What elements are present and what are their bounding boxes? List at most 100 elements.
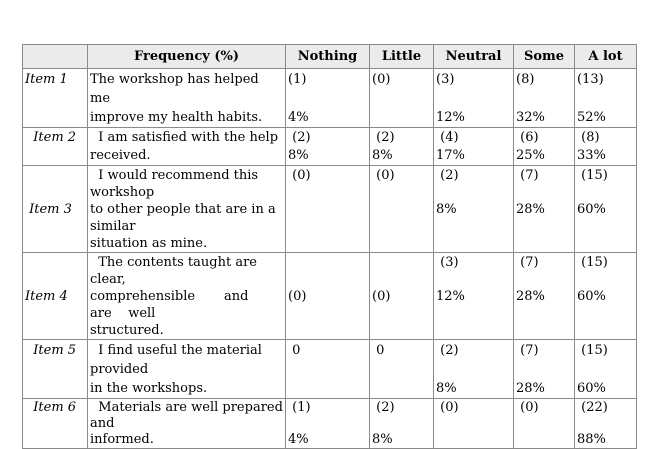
count-value: (0) <box>372 72 391 87</box>
count-value: (2) <box>288 130 311 145</box>
percent-value: 8% <box>436 202 457 217</box>
percent-value: 52% <box>577 110 606 125</box>
count-value: (15) <box>577 168 608 183</box>
data-cell: (0) <box>285 252 370 340</box>
data-cell: (2) 8% <box>433 339 514 399</box>
percent-value: 60% <box>577 381 606 396</box>
item-description: The workshop has helped me improve my he… <box>90 72 263 125</box>
data-cell: (3) 12% <box>433 68 514 128</box>
percent-value: 28% <box>516 289 545 304</box>
data-cell: (13) 52% <box>574 68 637 128</box>
table-row: Item 4 The contents taught are clear, co… <box>22 252 637 340</box>
item-description: I am satisfied with the help received. <box>90 130 279 163</box>
percent-value: 88% <box>577 432 606 447</box>
count-value: (2) <box>436 168 459 183</box>
table-row: Item 2 I am satisfied with the help rece… <box>22 127 637 166</box>
frequency-table: Frequency (%) Nothing Little Neutral Some A l… <box>22 44 637 449</box>
count-value: (4) <box>436 130 459 145</box>
count-value: (6) <box>516 130 539 145</box>
percent-value: 25% <box>516 148 545 163</box>
item-description: I would recommend this workshop to other… <box>90 168 276 251</box>
data-cell: (0) <box>285 165 370 253</box>
percent-value: 17% <box>436 148 465 163</box>
count-value: (15) <box>577 343 608 358</box>
data-cell: (3) 12% <box>433 252 514 340</box>
col-header-5: Some <box>513 44 575 69</box>
count-value: (0) <box>372 289 391 304</box>
description-cell: The contents taught are clear, comprehen… <box>87 252 286 340</box>
item-label: Item 5 <box>25 343 77 358</box>
item-description: I find useful the material provided in t… <box>90 343 262 396</box>
table-row: Item 6 Materials are well prepared and i… <box>22 398 637 449</box>
data-cell: 0 <box>285 339 370 399</box>
data-cell: (6) 25% <box>513 127 575 166</box>
percent-value: 4% <box>288 110 309 125</box>
col-header-6: A lot <box>574 44 637 69</box>
description-cell: I am satisfied with the help received. <box>87 127 286 166</box>
count-value: (15) <box>577 255 608 270</box>
data-cell: (4) 17% <box>433 127 514 166</box>
description-cell: I find useful the material provided in t… <box>87 339 286 399</box>
count-value: (0) <box>372 168 395 183</box>
item-cell: Item 6 <box>22 398 88 449</box>
description-cell: The workshop has helped me improve my he… <box>87 68 286 128</box>
percent-value: 28% <box>516 202 545 217</box>
col-header-1: Frequency (%) <box>87 44 286 69</box>
count-value: (7) <box>516 168 539 183</box>
percent-value: 28% <box>516 381 545 396</box>
count-value: (7) <box>516 343 539 358</box>
data-cell: (2) 8% <box>285 127 370 166</box>
count-value: (8) <box>577 130 600 145</box>
data-cell: (0) <box>433 398 514 449</box>
percent-value: 12% <box>436 289 465 304</box>
count-value: 0 <box>372 343 385 358</box>
item-cell: Item 5 <box>22 339 88 399</box>
percent-value: 8% <box>288 148 309 163</box>
percent-value: 32% <box>516 110 545 125</box>
item-label: Item 3 <box>25 202 72 217</box>
header-row: Frequency (%) Nothing Little Neutral Some A l… <box>22 44 637 69</box>
data-cell: (0) <box>369 165 434 253</box>
percent-value: 12% <box>436 110 465 125</box>
count-value: (2) <box>372 130 395 145</box>
item-label: Item 4 <box>25 289 68 304</box>
description-cell: I would recommend this workshop to other… <box>87 165 286 253</box>
data-cell: (7) 28% <box>513 252 575 340</box>
count-value: (13) <box>577 72 604 87</box>
table-row: Item 5 I find useful the material provid… <box>22 339 637 399</box>
data-cell: 0 <box>369 339 434 399</box>
data-cell: (15) 60% <box>574 252 637 340</box>
item-label: Item 1 <box>25 72 68 87</box>
item-cell: Item 2 <box>22 127 88 166</box>
item-cell: Item 3 <box>22 165 88 253</box>
data-cell: (15) 60% <box>574 339 637 399</box>
data-cell: (7) 28% <box>513 165 575 253</box>
data-cell: (1) 4% <box>285 68 370 128</box>
count-value: (8) <box>516 72 535 87</box>
data-cell: (7) 28% <box>513 339 575 399</box>
item-cell: Item 4 <box>22 252 88 340</box>
percent-value: 8% <box>372 432 393 447</box>
col-header-2: Nothing <box>285 44 370 69</box>
col-header-4: Neutral <box>433 44 514 69</box>
count-value: (22) <box>577 400 608 415</box>
data-cell: (8) 32% <box>513 68 575 128</box>
percent-value: 8% <box>372 148 393 163</box>
count-value: (2) <box>372 400 395 415</box>
count-value: (0) <box>288 168 311 183</box>
count-value: (2) <box>436 343 459 358</box>
data-cell: (8) 33% <box>574 127 637 166</box>
count-value: (0) <box>516 400 539 415</box>
table-row: Item 1 The workshop has helped me improve… <box>22 68 637 128</box>
item-description: The contents taught are clear, comprehen… <box>90 255 257 338</box>
data-cell: (0) <box>369 252 434 340</box>
data-cell: (22) 88% <box>574 398 637 449</box>
data-cell: (2) 8% <box>369 127 434 166</box>
percent-value: 33% <box>577 148 606 163</box>
count-value: (0) <box>436 400 459 415</box>
item-cell: Item 1 <box>22 68 88 128</box>
data-cell: (15) 60% <box>574 165 637 253</box>
corner-cell <box>22 44 88 69</box>
col-header-3: Little <box>369 44 434 69</box>
